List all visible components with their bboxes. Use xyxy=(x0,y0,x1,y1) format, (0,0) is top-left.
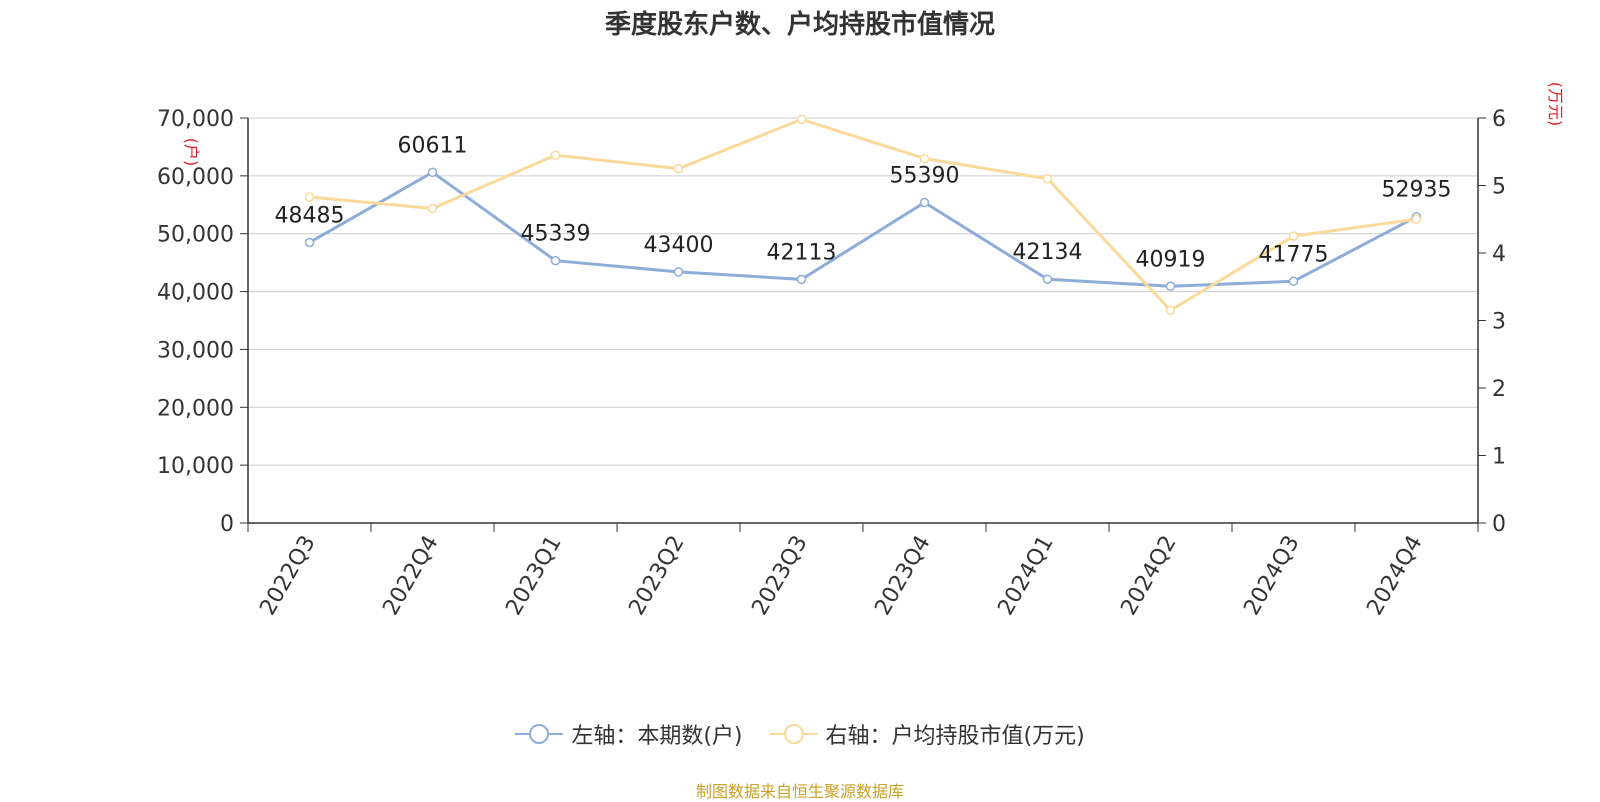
data-point-shareholder-count[interactable] xyxy=(796,274,807,285)
left-axis-tick-label: 70,000 xyxy=(157,107,234,132)
x-axis-tick-label: 2023Q1 xyxy=(501,532,566,620)
left-axis-tick-label: 40,000 xyxy=(157,281,234,306)
legend-line-circle-icon xyxy=(769,724,818,744)
data-point-shareholder-count[interactable] xyxy=(1042,274,1053,284)
left-axis-tick-label: 50,000 xyxy=(157,223,234,248)
right-axis-tick-label: 6 xyxy=(1492,107,1506,132)
source-note: 制图数据来自恒生聚源数据库 xyxy=(695,782,904,801)
chart-legend[interactable]: 左轴：本期数(户) 右轴：户均持股市值(万元) xyxy=(0,718,1600,752)
x-axis-tick-label: 2024Q3 xyxy=(1239,532,1304,620)
data-label: 52935 xyxy=(1382,178,1452,203)
x-axis-tick-label: 2023Q4 xyxy=(870,532,935,620)
x-axis-tick-label: 2023Q2 xyxy=(624,532,689,620)
right-axis-tick-label: 5 xyxy=(1492,175,1506,200)
data-label: 42113 xyxy=(767,240,837,265)
data-point-avg-holding-value[interactable] xyxy=(1165,305,1176,316)
x-axis-tick-label: 2022Q4 xyxy=(378,532,443,620)
data-point-shareholder-count[interactable] xyxy=(673,267,684,277)
data-point-avg-holding-value[interactable] xyxy=(1042,174,1053,184)
data-point-avg-holding-value[interactable] xyxy=(550,150,561,160)
legend-label-right-series: 右轴：户均持股市值(万元) xyxy=(825,724,1085,749)
x-axis-tick-label: 2023Q3 xyxy=(747,532,812,620)
legend-item-left-series[interactable]: 左轴：本期数(户) xyxy=(515,718,743,750)
data-point-shareholder-count[interactable] xyxy=(427,167,438,178)
data-label: 40919 xyxy=(1136,247,1206,272)
right-axis-unit: (万元) xyxy=(1546,82,1565,127)
data-point-avg-holding-value[interactable] xyxy=(427,203,438,214)
data-point-shareholder-count[interactable] xyxy=(919,197,930,208)
chart-title: 季度股东户数、户均持股市值情况 xyxy=(604,10,995,40)
legend-line-circle-icon xyxy=(515,724,564,744)
x-axis-tick-label: 2022Q3 xyxy=(255,532,320,620)
data-label: 41775 xyxy=(1259,242,1329,267)
series-line-avg-holding-value xyxy=(309,117,1417,312)
legend-item-right-series[interactable]: 右轴：户均持股市值(万元) xyxy=(769,718,1085,750)
right-axis-tick-label: 3 xyxy=(1492,310,1506,335)
left-axis-unit: (户) xyxy=(182,138,201,167)
left-axis-tick-label: 60,000 xyxy=(157,165,234,190)
x-axis-tick-label: 2024Q1 xyxy=(993,532,1058,620)
data-point-avg-holding-value[interactable] xyxy=(304,192,315,202)
series-line-shareholder-count xyxy=(308,170,1418,288)
right-axis-tick-label: 4 xyxy=(1492,242,1506,267)
data-label: 60611 xyxy=(398,133,468,158)
data-point-shareholder-count[interactable] xyxy=(1288,276,1299,287)
left-axis-tick-label: 20,000 xyxy=(157,396,234,421)
right-axis-tick-label: 1 xyxy=(1492,445,1506,470)
data-point-shareholder-count[interactable] xyxy=(304,237,315,248)
left-axis-tick-label: 10,000 xyxy=(157,454,234,479)
data-label: 42134 xyxy=(1013,240,1083,265)
right-axis-tick-label: 2 xyxy=(1492,377,1506,402)
left-axis-tick-label: 30,000 xyxy=(157,338,234,363)
data-point-avg-holding-value[interactable] xyxy=(1288,231,1299,241)
data-point-avg-holding-value[interactable] xyxy=(796,114,807,125)
data-label: 43400 xyxy=(644,233,714,258)
data-point-avg-holding-value[interactable] xyxy=(1411,214,1422,224)
x-axis-tick-label: 2024Q4 xyxy=(1362,532,1427,620)
data-label: 55390 xyxy=(890,164,960,189)
legend-label-left-series: 左轴：本期数(户) xyxy=(571,724,743,749)
data-point-avg-holding-value[interactable] xyxy=(919,153,930,164)
data-label: 45339 xyxy=(521,222,591,247)
data-point-avg-holding-value[interactable] xyxy=(673,163,684,174)
x-axis-tick-label: 2024Q2 xyxy=(1116,532,1181,620)
data-point-shareholder-count[interactable] xyxy=(550,255,561,266)
data-label: 48485 xyxy=(275,203,345,228)
right-axis-tick-label: 0 xyxy=(1492,512,1506,537)
left-axis-tick-label: 0 xyxy=(220,512,234,537)
data-point-shareholder-count[interactable] xyxy=(1165,281,1176,292)
